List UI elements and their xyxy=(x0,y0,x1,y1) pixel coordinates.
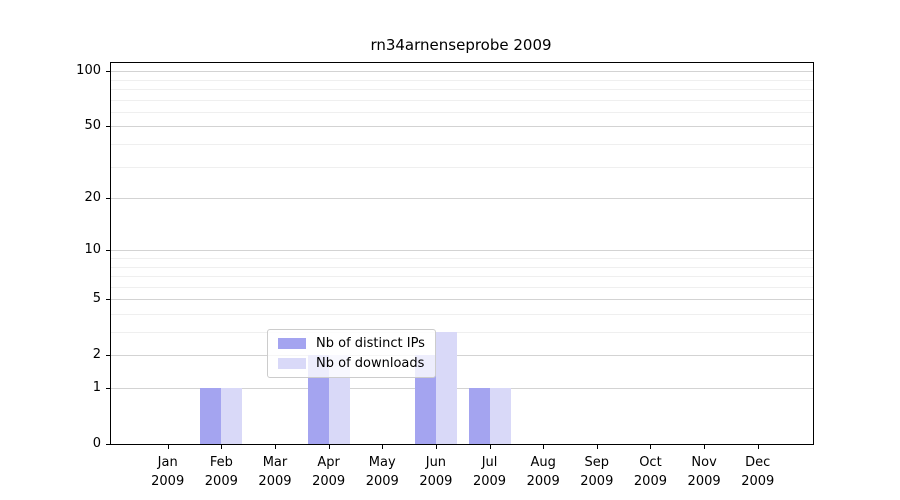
x-tick-month: Mar xyxy=(262,455,288,470)
bar-distinct-ips xyxy=(468,388,490,444)
x-tick-month: Aug xyxy=(530,455,556,470)
gridline-minor xyxy=(111,313,813,315)
bar-downloads xyxy=(489,388,511,444)
x-tick-year: 2009 xyxy=(526,473,560,489)
x-tick-label: Feb 2009 xyxy=(189,454,253,492)
gridline-minor xyxy=(111,89,813,91)
legend: Nb of distinct IPs Nb of downloads xyxy=(267,329,436,378)
x-axis-tick xyxy=(596,445,598,449)
x-tick-month: Oct xyxy=(639,455,662,470)
bar-distinct-ips xyxy=(200,388,222,444)
gridline-major xyxy=(111,299,813,301)
legend-swatch-distinct-ips xyxy=(278,338,306,349)
x-tick-label: Aug 2009 xyxy=(511,454,575,492)
gridline-major xyxy=(111,126,813,128)
gridline-minor xyxy=(111,276,813,278)
x-axis-tick xyxy=(274,445,276,449)
x-tick-year: 2009 xyxy=(258,473,292,489)
x-axis-tick xyxy=(757,445,759,449)
x-axis-tick xyxy=(328,445,330,449)
bar-downloads xyxy=(221,388,243,444)
gridline-minor xyxy=(111,79,813,81)
y-axis-tick xyxy=(106,299,110,301)
gridline-major xyxy=(111,71,813,73)
legend-swatch-downloads xyxy=(278,358,306,369)
x-axis-tick xyxy=(489,445,491,449)
x-axis-tick xyxy=(704,445,706,449)
x-tick-month: Jul xyxy=(481,455,498,470)
x-tick-label: Sep 2009 xyxy=(565,454,629,492)
x-tick-month: Feb xyxy=(209,455,233,470)
y-axis-tick xyxy=(106,388,110,389)
y-tick-label: 1 xyxy=(92,380,101,395)
y-tick-label: 2 xyxy=(92,347,101,363)
x-tick-month: May xyxy=(368,455,396,470)
gridline-major xyxy=(111,388,813,389)
gridline-minor xyxy=(111,166,813,168)
x-tick-month: Apr xyxy=(317,455,340,470)
legend-label-downloads: Nb of downloads xyxy=(316,356,425,371)
x-tick-month: Jun xyxy=(425,455,447,470)
y-tick-label: 100 xyxy=(76,63,101,79)
gridline-minor xyxy=(111,111,813,113)
x-tick-label: Oct 2009 xyxy=(618,454,682,492)
y-axis-tick xyxy=(106,250,110,252)
y-tick-label: 20 xyxy=(84,190,101,206)
x-tick-label: Jan 2009 xyxy=(136,454,200,492)
x-tick-year: 2009 xyxy=(633,473,667,489)
x-axis-tick xyxy=(435,445,437,449)
y-tick-label: 50 xyxy=(84,118,101,134)
gridline-major xyxy=(111,355,813,357)
gridline-minor xyxy=(111,266,813,268)
x-tick-month: Dec xyxy=(745,455,771,470)
x-tick-year: 2009 xyxy=(687,473,721,489)
gridline-major xyxy=(111,198,813,200)
x-tick-label: Apr 2009 xyxy=(297,454,361,492)
legend-item-downloads: Nb of downloads xyxy=(278,356,425,371)
x-tick-year: 2009 xyxy=(580,473,614,489)
bar-downloads xyxy=(435,332,457,444)
x-tick-month: Sep xyxy=(584,455,610,470)
x-tick-month: Jan xyxy=(157,455,178,470)
y-tick-label: 0 xyxy=(92,436,101,451)
x-tick-year: 2009 xyxy=(741,473,775,489)
y-axis-tick xyxy=(106,355,110,357)
x-tick-year: 2009 xyxy=(419,473,453,489)
y-axis-tick xyxy=(106,444,110,445)
x-tick-label: Jul 2009 xyxy=(458,454,522,492)
gridline-minor xyxy=(111,144,813,146)
gridline-major xyxy=(111,250,813,252)
x-tick-year: 2009 xyxy=(312,473,346,489)
x-tick-label: Jun 2009 xyxy=(404,454,468,492)
gridline-minor xyxy=(111,286,813,288)
x-tick-label: Dec 2009 xyxy=(726,454,790,492)
x-tick-month: Nov xyxy=(691,455,717,470)
x-axis-tick xyxy=(167,445,169,449)
legend-label-distinct-ips: Nb of distinct IPs xyxy=(316,336,425,351)
chart-title: rn34arnenseprobe 2009 xyxy=(370,36,552,54)
x-tick-label: Mar 2009 xyxy=(243,454,307,492)
x-axis-tick xyxy=(221,445,223,449)
y-axis-tick xyxy=(106,198,110,200)
x-tick-label: May 2009 xyxy=(350,454,414,492)
x-tick-year: 2009 xyxy=(472,473,507,489)
gridline-minor xyxy=(111,332,813,334)
plot-area: 0 1 2 5 10 20 50 100 Jan 2009 Feb 2009 Mar 2009 Apr 200… xyxy=(76,62,814,489)
legend-item-distinct-ips: Nb of distinct IPs xyxy=(278,336,425,351)
x-axis-tick xyxy=(382,445,384,449)
x-tick-year: 2009 xyxy=(151,473,185,489)
y-tick-label: 10 xyxy=(84,242,101,258)
y-axis-tick xyxy=(106,126,110,128)
y-tick-label: 5 xyxy=(92,291,101,307)
x-axis-tick xyxy=(650,445,652,449)
x-tick-year: 2009 xyxy=(204,473,238,489)
x-tick-label: Nov 2009 xyxy=(672,454,736,492)
x-tick-year: 2009 xyxy=(365,473,399,489)
x-axis-tick xyxy=(543,445,545,449)
gridline-minor xyxy=(111,258,813,259)
y-axis-tick xyxy=(106,71,110,73)
gridline-minor xyxy=(111,99,813,101)
